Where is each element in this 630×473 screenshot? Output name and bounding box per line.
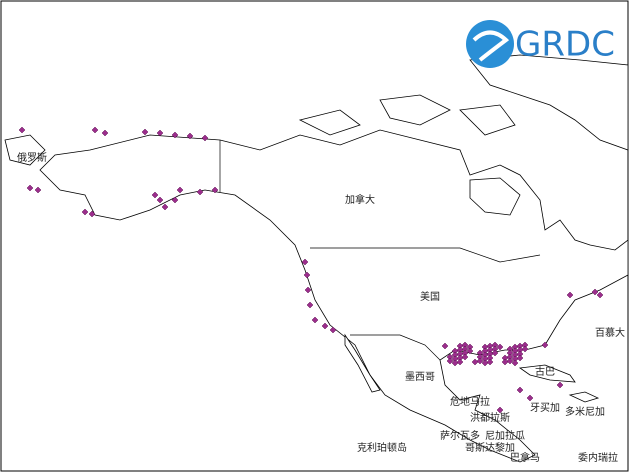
cuba (518, 364, 576, 383)
station-marker (466, 347, 474, 355)
us-canada-border (310, 247, 541, 263)
station-marker (101, 129, 109, 137)
country-label: 牙买加 (530, 402, 560, 414)
station-marker (486, 358, 494, 366)
station-marker (476, 357, 484, 365)
country-label: 古巴 (535, 365, 555, 378)
station-marker (161, 203, 169, 211)
north-america-coast (39, 129, 629, 463)
station-marker (496, 406, 504, 414)
station-marker (171, 131, 179, 139)
borders (219, 140, 541, 361)
country-label: 俄罗斯 (17, 151, 47, 164)
country-label: 美国 (420, 290, 440, 303)
station-marker (321, 322, 329, 330)
station-marker (556, 381, 564, 389)
station-marker (196, 188, 204, 196)
station-marker (461, 353, 469, 361)
hispaniola (568, 391, 600, 403)
country-label: 加拿大 (345, 193, 375, 206)
station-marker (18, 126, 26, 134)
station-marker (541, 341, 549, 349)
station-marker (91, 126, 99, 134)
country-label: 洪都拉斯 (470, 411, 510, 424)
station-marker (329, 326, 337, 334)
station-marker (456, 358, 464, 366)
country-label: 巴拿马 (510, 451, 540, 464)
station-marker (446, 357, 454, 365)
chukotka (4, 134, 46, 166)
station-marker (186, 132, 194, 140)
station-marker (156, 129, 164, 137)
station-marker (596, 291, 604, 299)
logo: GRDC (466, 20, 615, 68)
station-marker (516, 386, 524, 394)
station-marker (521, 345, 529, 353)
hudson-bay (469, 177, 521, 216)
station-marker (306, 301, 314, 309)
gauge-stations (18, 126, 604, 414)
station-marker (171, 196, 179, 204)
logo-icon (466, 20, 514, 68)
country-label: 危地马拉 (450, 395, 490, 408)
station-marker (311, 316, 319, 324)
station-marker (211, 186, 219, 194)
station-marker (591, 288, 599, 296)
country-label: 委内瑞拉 (578, 451, 618, 464)
station-marker (516, 354, 524, 362)
station-marker (526, 394, 534, 402)
country-label: 克利珀顿岛 (357, 441, 407, 454)
country-label: 哥斯达黎加 (465, 441, 515, 454)
country-label: 尼加拉瓜 (485, 429, 525, 442)
station-marker (304, 286, 312, 294)
greenland (469, 54, 629, 151)
us-mexico-border (350, 334, 441, 361)
station-marker (441, 342, 449, 350)
logo-text: GRDC (515, 25, 615, 65)
station-marker (303, 271, 311, 279)
station-marker (201, 134, 209, 142)
landmass (4, 54, 629, 463)
country-label: 百慕大 (595, 326, 625, 339)
station-marker (81, 208, 89, 216)
station-marker (176, 186, 184, 194)
logo-swirl (472, 30, 510, 62)
station-marker (88, 210, 96, 218)
station-marker (566, 291, 574, 299)
arctic-islands (298, 94, 516, 136)
station-marker (496, 343, 504, 351)
station-marker (301, 258, 309, 266)
station-marker (151, 191, 159, 199)
station-marker (34, 186, 42, 194)
station-marker (491, 349, 499, 357)
station-marker (511, 359, 519, 367)
country-label: 萨尔瓦多 (440, 429, 480, 442)
country-label: 墨西哥 (405, 371, 435, 383)
station-marker (156, 196, 164, 204)
station-marker (26, 184, 34, 192)
country-label: 多米尼加 (565, 405, 605, 418)
station-marker (141, 128, 149, 136)
baja (344, 333, 381, 393)
station-marker (506, 357, 514, 365)
